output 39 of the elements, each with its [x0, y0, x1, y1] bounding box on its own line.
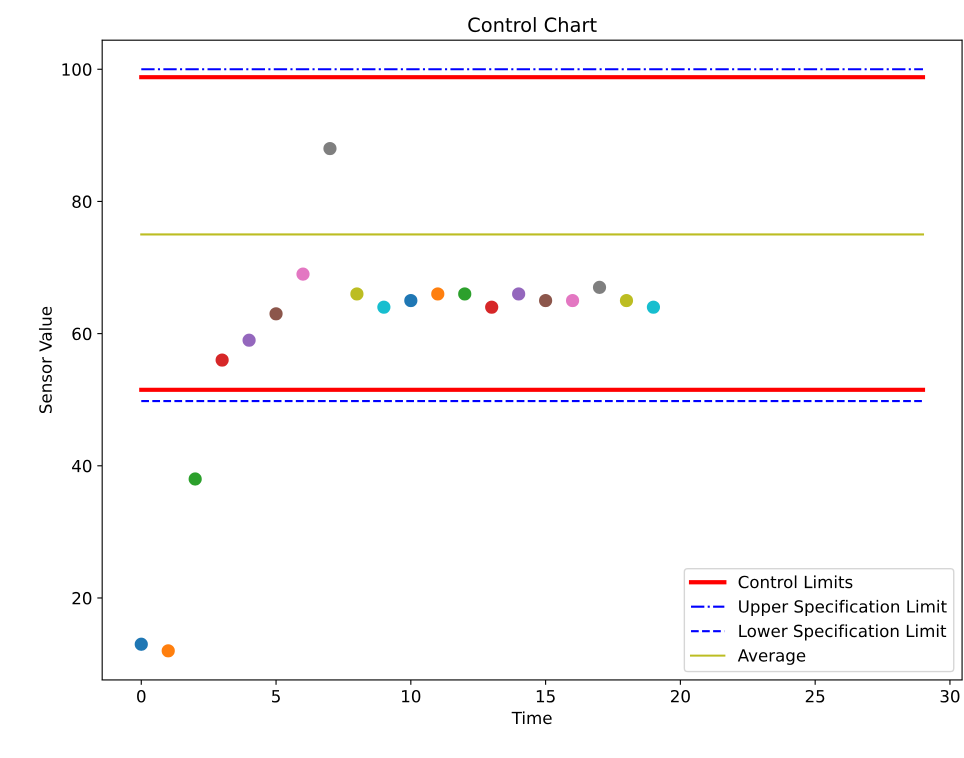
y-tick-label: 100 [62, 63, 92, 76]
y-tick-label: 20 [72, 592, 92, 605]
point [564, 292, 581, 309]
point [430, 286, 446, 302]
legend-label: Average [738, 649, 806, 665]
point [592, 279, 608, 296]
point [376, 299, 392, 316]
y-tick-label: 60 [72, 328, 92, 340]
y-axis-title: Sensor Value [38, 306, 52, 414]
point [484, 299, 500, 316]
legend-label: Control Limits [738, 575, 852, 588]
point [402, 292, 419, 309]
point [187, 471, 204, 487]
x-tick-label: 0 [137, 690, 146, 703]
point [241, 332, 258, 348]
point [510, 286, 527, 302]
x-tick-label: 30 [940, 690, 960, 703]
x-axis-title: Time [512, 711, 552, 724]
legend-label: Upper Specification Limit [739, 600, 947, 616]
x-tick-label: 20 [671, 690, 690, 703]
point [618, 292, 634, 309]
y-tick-label: 80 [72, 195, 92, 208]
legend-label: Lower Specification Limit [739, 624, 946, 640]
point [538, 292, 554, 309]
point [214, 352, 230, 368]
x-tick-label: 25 [806, 690, 824, 703]
y-tick-label: 40 [72, 460, 92, 472]
x-tick-label: 10 [402, 690, 420, 703]
point [456, 286, 473, 302]
point [645, 299, 662, 316]
chart-title: Control Chart [468, 17, 597, 32]
point [133, 636, 150, 652]
point [348, 286, 365, 302]
point [160, 642, 176, 659]
point [268, 306, 284, 322]
point [295, 266, 311, 282]
x-tick-label: 5 [272, 690, 280, 703]
x-tick-label: 15 [536, 690, 555, 703]
point [322, 140, 338, 157]
